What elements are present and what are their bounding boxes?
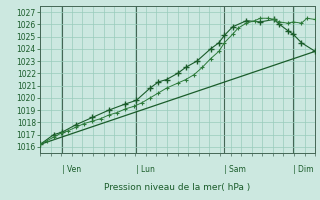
Text: Pression niveau de la mer( hPa ): Pression niveau de la mer( hPa ) xyxy=(104,183,251,192)
Text: | Lun: | Lun xyxy=(136,165,155,174)
Text: | Dim: | Dim xyxy=(293,165,314,174)
Text: | Ven: | Ven xyxy=(62,165,81,174)
Text: | Sam: | Sam xyxy=(224,165,246,174)
